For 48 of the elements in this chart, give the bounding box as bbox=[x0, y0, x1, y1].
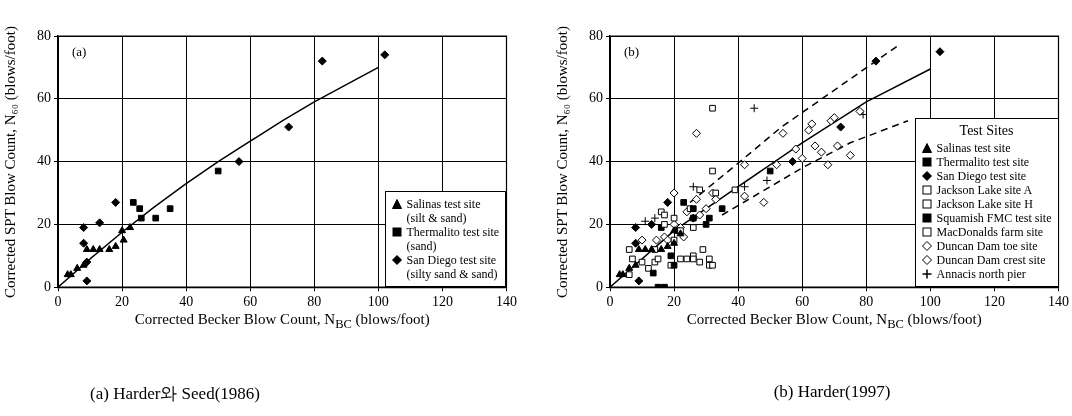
x-tick-label: 80 bbox=[307, 294, 322, 310]
x-tick-label: 100 bbox=[367, 294, 389, 310]
x-tick-label: 140 bbox=[1048, 294, 1069, 310]
legend-label: Thermalito test site bbox=[936, 155, 1030, 170]
legend-label: Jackson Lake site A bbox=[936, 183, 1033, 198]
legend-label: San Diego test site bbox=[936, 169, 1027, 184]
x-tick-label: 80 bbox=[859, 294, 874, 310]
legend-label: San Diego test site (silty sand & sand) bbox=[406, 253, 498, 282]
x-tick-label: 120 bbox=[983, 294, 1005, 310]
y-tick-label: 60 bbox=[589, 90, 603, 106]
legend-label: Annacis north pier bbox=[936, 267, 1026, 282]
x-axis-title: Corrected Becker Blow Count, N$_{BC}$ (blows/foot) bbox=[686, 311, 982, 333]
text: (a) Harder와 Seed(1986) bbox=[90, 383, 260, 405]
x-tick-label: 0 bbox=[54, 294, 62, 310]
x-tick-label: 60 bbox=[243, 294, 258, 310]
y-tick-label: 80 bbox=[37, 27, 51, 43]
y-tick-label: 20 bbox=[589, 216, 603, 232]
annotation: (b) bbox=[624, 43, 640, 59]
y-tick-label: 40 bbox=[37, 153, 51, 169]
x-tick-label: 20 bbox=[115, 294, 130, 310]
legend-label: MacDonalds farm site bbox=[936, 225, 1044, 240]
y-tick-label: 40 bbox=[589, 153, 603, 169]
x-axis-title: Corrected Becker Blow Count, N$_{BC}$ (blows/foot) bbox=[134, 311, 430, 333]
legend-label: Salinas test site bbox=[936, 141, 1011, 156]
x-tick-label: 40 bbox=[179, 294, 194, 310]
x-tick-label: 120 bbox=[431, 294, 453, 310]
x-tick-label: 140 bbox=[496, 294, 517, 310]
x-tick-label: 60 bbox=[795, 294, 810, 310]
legend-label: Squamish FMC test site bbox=[936, 211, 1052, 226]
text: (b) Harder(1997) bbox=[773, 382, 891, 402]
x-tick-label: 100 bbox=[919, 294, 941, 310]
y-tick-label: 80 bbox=[589, 27, 603, 43]
x-tick-label: 0 bbox=[606, 294, 614, 310]
y-axis-title: Corrected SPT Blow Count, N₆₀ (blows/foot) bbox=[554, 25, 571, 298]
legend-title: Test Sites bbox=[958, 123, 1015, 139]
y-tick-label: 60 bbox=[37, 90, 51, 106]
legend-label: Duncan Dam crest site bbox=[936, 253, 1046, 268]
y-axis-title: Corrected SPT Blow Count, N₆₀ (blows/foot) bbox=[2, 25, 19, 298]
legend-label: Jackson Lake site H bbox=[936, 197, 1033, 212]
y-tick-label: 0 bbox=[596, 278, 603, 294]
legend-label: Salinas test site (silt & sand) bbox=[406, 197, 481, 226]
y-tick-label: 0 bbox=[44, 278, 51, 294]
x-tick-label: 40 bbox=[731, 294, 746, 310]
x-tick-label: 20 bbox=[667, 294, 682, 310]
y-tick-label: 20 bbox=[37, 216, 51, 232]
legend-label: Duncan Dam toe site bbox=[936, 239, 1038, 254]
legend-label: Thermalito test site (sand) bbox=[406, 225, 500, 254]
annotation: (a) bbox=[72, 43, 87, 59]
